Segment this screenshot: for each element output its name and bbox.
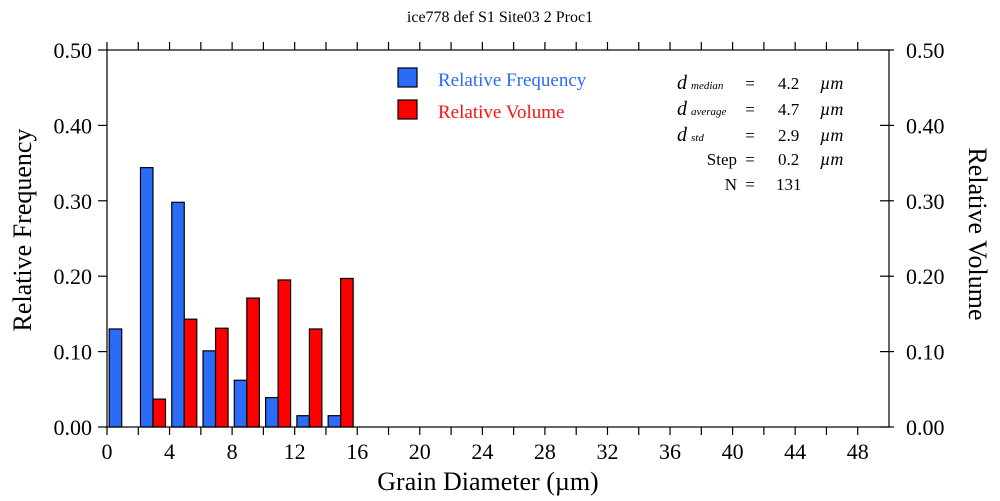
bar-volume xyxy=(308,328,323,428)
y-tick-label-left: 0.10 xyxy=(54,340,93,365)
y-tick-label-right: 0.10 xyxy=(906,340,945,365)
stat-value: 131 xyxy=(776,175,802,194)
stat-subscript: median xyxy=(691,80,724,92)
stat-value: 4.7 xyxy=(778,100,800,119)
x-tick-label: 16 xyxy=(346,439,368,464)
x-tick-label: 4 xyxy=(164,439,175,464)
y-tick-label-left: 0.40 xyxy=(54,113,93,138)
stat-unit: µm xyxy=(820,125,843,145)
legend-swatch-volume xyxy=(397,99,418,120)
stat-value: 0.2 xyxy=(778,150,799,169)
stat-equals: = xyxy=(745,150,755,169)
stat-n: N = 131 xyxy=(725,175,802,194)
bar-frequency xyxy=(327,415,342,428)
stat-unit: µm xyxy=(820,149,843,169)
stat-value: 2.9 xyxy=(778,126,799,145)
y-tick-label-left: 0.00 xyxy=(54,415,93,440)
stat-equals: = xyxy=(745,100,755,119)
bar-frequency xyxy=(108,328,123,428)
stat-label: N xyxy=(725,175,737,194)
x-tick-label: 8 xyxy=(227,439,238,464)
stat-unit: µm xyxy=(820,99,843,119)
bar-frequency xyxy=(171,201,185,428)
legend-swatch-frequency xyxy=(397,67,418,88)
plot-frame xyxy=(106,49,890,428)
stat-equals: = xyxy=(745,126,755,145)
x-tick-label: 44 xyxy=(784,439,806,464)
y-axis-right: 0.00 0.10 0.20 0.30 0.40 0.50 xyxy=(880,38,945,440)
y-axis-label-right: Relative Volume xyxy=(963,147,992,320)
legend-label-frequency: Relative Frequency xyxy=(438,70,587,91)
bar-frequency xyxy=(202,350,217,428)
bar-volume xyxy=(152,398,167,428)
bar-volume xyxy=(340,277,354,428)
y-tick-label-left: 0.50 xyxy=(54,38,93,63)
x-tick-label: 36 xyxy=(659,439,681,464)
x-tick-label: 0 xyxy=(102,439,113,464)
y-tick-label-right: 0.20 xyxy=(906,264,945,289)
stat-value: 4.2 xyxy=(778,74,799,93)
legend: Relative Frequency Relative Volume xyxy=(397,67,587,123)
stat-symbol: d xyxy=(677,124,688,146)
bar-volume xyxy=(277,279,292,428)
y-tick-label-left: 0.20 xyxy=(54,264,93,289)
stat-symbol: d xyxy=(677,72,688,94)
stat-subscript: std xyxy=(691,132,704,144)
statistics-block: d median = 4.2 µm d average = 4.7 µm d std … xyxy=(677,72,843,194)
x-axis-label: Grain Diameter (µm) xyxy=(377,467,598,496)
x-tick-label: 24 xyxy=(471,439,493,464)
stat-std: d std = 2.9 µm xyxy=(677,124,843,146)
stat-subscript: average xyxy=(691,106,727,118)
bar-frequency xyxy=(139,167,154,428)
bar-volume xyxy=(214,327,229,428)
bar-frequency xyxy=(264,396,279,428)
stat-step: Step = 0.2 µm xyxy=(707,149,844,169)
stat-equals: = xyxy=(745,175,755,194)
y-tick-label-left: 0.30 xyxy=(54,189,93,214)
stat-label: Step xyxy=(707,150,737,169)
y-tick-label-right: 0.40 xyxy=(906,113,945,138)
y-tick-label-right: 0.30 xyxy=(906,189,945,214)
bar-frequency xyxy=(233,379,248,428)
x-tick-label: 40 xyxy=(722,439,744,464)
x-tick-label: 20 xyxy=(409,439,431,464)
y-tick-label-right: 0.00 xyxy=(906,415,945,440)
x-axis: 0 4 8 12 16 20 24 28 32 36 40 44 48 xyxy=(102,42,869,464)
legend-label-volume: Relative Volume xyxy=(438,102,564,123)
bar-volume xyxy=(183,318,198,428)
y-axis-label-left: Relative Frequency xyxy=(8,129,37,332)
bars-group xyxy=(108,167,354,428)
stat-median: d median = 4.2 µm xyxy=(677,72,843,94)
x-tick-label: 48 xyxy=(847,439,869,464)
x-tick-label: 32 xyxy=(596,439,618,464)
x-tick-label: 12 xyxy=(284,439,306,464)
stat-average: d average = 4.7 µm xyxy=(677,98,843,120)
y-axis-left: 0.00 0.10 0.20 0.30 0.40 0.50 xyxy=(54,38,107,440)
bar-volume xyxy=(246,297,260,428)
y-tick-label-right: 0.50 xyxy=(906,38,945,63)
stat-unit: µm xyxy=(820,73,843,93)
x-tick-label: 28 xyxy=(534,439,556,464)
stat-symbol: d xyxy=(677,98,688,120)
stat-equals: = xyxy=(745,74,755,93)
chart-title: ice778 def S1 Site03 2 Proc1 xyxy=(407,9,593,26)
bar-frequency xyxy=(296,415,310,428)
